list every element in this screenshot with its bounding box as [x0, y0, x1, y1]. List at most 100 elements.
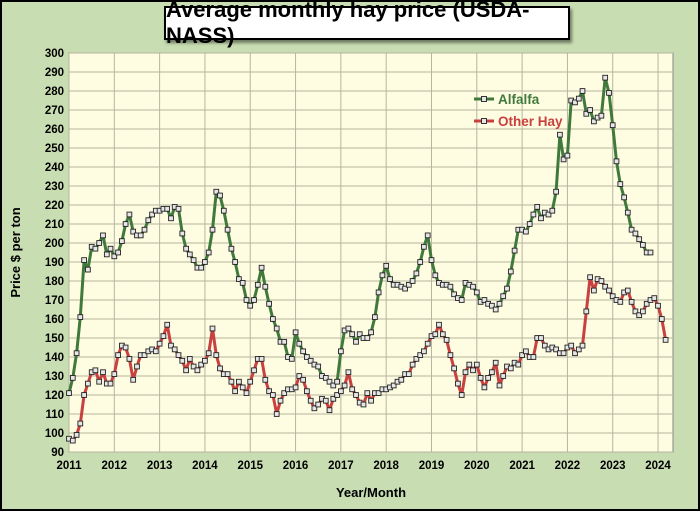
data-point: [156, 340, 163, 347]
data-point: [658, 316, 665, 322]
legend: Alfalfa Other Hay: [474, 92, 563, 129]
x-tick-label: 2017: [328, 460, 354, 472]
data-point: [462, 369, 469, 376]
data-point: [96, 378, 103, 385]
data-point: [655, 302, 661, 309]
chart-title: Average monthly hay price (USDA-NASS): [166, 0, 530, 48]
data-point: [579, 342, 586, 349]
x-tick-label: 2020: [464, 460, 490, 472]
data-point: [481, 384, 488, 391]
data-point: [307, 397, 314, 404]
data-point: [636, 236, 643, 243]
plot-area: [68, 52, 674, 453]
gridlines: [68, 52, 673, 453]
data-point: [609, 293, 616, 300]
data-point: [292, 329, 299, 336]
data-point: [186, 251, 193, 258]
data-point: [617, 181, 624, 187]
data-point: [77, 314, 84, 320]
data-point: [609, 122, 616, 129]
y-tick-label: 170: [45, 295, 64, 307]
data-point: [213, 352, 220, 358]
data-point: [326, 407, 333, 414]
data-point: [273, 411, 280, 417]
data-point: [617, 299, 624, 305]
data-point: [519, 352, 525, 358]
series-other-hay: [66, 274, 669, 444]
data-point: [624, 287, 631, 294]
data-point: [349, 386, 356, 393]
data-point: [251, 297, 257, 303]
data-point: [409, 278, 416, 284]
data-point: [141, 226, 148, 233]
data-point: [202, 357, 208, 364]
data-point: [651, 295, 658, 301]
legend-label: Alfalfa: [498, 92, 540, 107]
x-tick-label: 2024: [645, 460, 671, 472]
data-point: [205, 350, 212, 357]
data-point: [262, 376, 269, 383]
data-point: [254, 281, 261, 288]
data-point: [353, 338, 359, 345]
data-point: [77, 420, 84, 427]
data-point: [69, 437, 76, 444]
data-point: [398, 376, 405, 383]
x-tick-label: 2022: [555, 460, 581, 472]
data-point: [534, 204, 541, 210]
data-point: [307, 357, 314, 364]
y-tick-label: 210: [45, 219, 64, 231]
data-point: [451, 291, 457, 298]
data-point: [640, 308, 646, 315]
x-tick-label: 2015: [237, 460, 263, 472]
data-point: [424, 340, 431, 347]
data-point: [511, 247, 518, 254]
data-point: [492, 306, 499, 313]
data-point: [538, 215, 544, 222]
data-point: [345, 369, 352, 376]
data-point: [168, 215, 174, 222]
data-point: [538, 335, 544, 341]
data-point: [232, 259, 238, 265]
data-point: [100, 232, 106, 239]
data-point: [473, 361, 480, 368]
data-point: [421, 348, 427, 355]
data-point: [439, 331, 446, 338]
data-point: [424, 232, 431, 239]
data-point: [281, 338, 288, 345]
data-point: [602, 283, 609, 290]
data-point: [258, 356, 265, 362]
data-point: [311, 405, 318, 412]
data-point: [96, 240, 103, 246]
data-point: [304, 354, 310, 360]
data-point: [266, 388, 272, 395]
data-point: [273, 325, 280, 332]
data-point: [247, 302, 254, 309]
data-point: [103, 251, 110, 258]
data-point: [209, 226, 216, 233]
data-point: [107, 245, 114, 252]
data-point: [304, 388, 310, 395]
data-point: [130, 376, 137, 383]
data-point: [489, 302, 495, 309]
data-point: [375, 390, 382, 396]
data-point: [624, 209, 631, 216]
data-point: [621, 194, 627, 201]
y-tick-label: 240: [45, 162, 64, 174]
data-point: [115, 249, 121, 256]
data-point: [405, 281, 412, 288]
data-point: [107, 380, 114, 387]
data-point: [470, 283, 476, 290]
data-point: [636, 312, 643, 319]
data-point: [500, 373, 507, 379]
chart-title-box: Average monthly hay price (USDA-NASS): [164, 0, 570, 48]
data-point: [436, 321, 442, 328]
data-point: [73, 350, 80, 357]
data-point: [602, 74, 609, 81]
data-point: [662, 337, 669, 343]
data-point: [591, 287, 597, 294]
data-point: [409, 361, 416, 368]
data-point: [643, 300, 650, 307]
data-point: [130, 228, 137, 235]
data-point: [183, 367, 189, 374]
